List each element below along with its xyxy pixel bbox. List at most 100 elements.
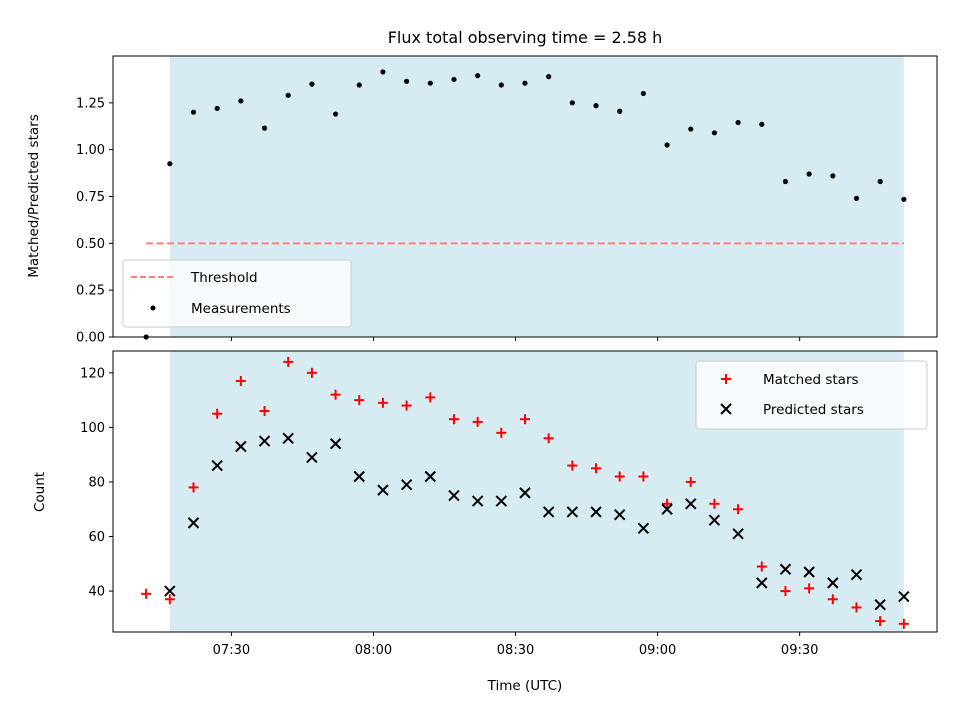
predicted-stars-points: [164, 432, 910, 611]
bottom-y-ticks: 40 60 80 100 120: [80, 366, 113, 600]
measurement-point: [522, 80, 528, 86]
matched-star-point: [638, 471, 649, 482]
predicted-star-point-b: [661, 503, 673, 515]
measurement-point: [806, 171, 812, 177]
matched-star-point: [543, 433, 554, 444]
top-measurement-points: [143, 69, 907, 340]
predicted-star-point-b: [590, 506, 602, 518]
top-legend-box: [122, 259, 352, 328]
measurement-point: [688, 126, 694, 132]
predicted-star-point: [803, 566, 815, 578]
measurement-point: [617, 108, 623, 114]
predicted-star-point-b: [779, 563, 792, 575]
measurement-point: [475, 73, 481, 79]
measurement-point: [427, 80, 433, 86]
legend-matched-label: Matched stars: [763, 372, 859, 388]
matched-star-point: [685, 476, 696, 487]
bottom-y-tick-label: 100: [80, 421, 105, 436]
predicted-star-point-b: [471, 495, 484, 507]
measurement-point: [640, 90, 646, 97]
matched-star-point: [709, 498, 720, 509]
legend-measurements-label: Measurements: [191, 301, 291, 317]
top-panel: 0.00 0.25 0.50 0.75 1.00 1.25 Matched/Predict…: [26, 55, 938, 346]
matched-star-point: [756, 561, 767, 572]
predicted-star-point: [898, 590, 910, 603]
legend-measurements-swatch: [150, 305, 156, 311]
bottom-x-tick-label: 08:00: [355, 643, 392, 658]
measurement-point: [546, 74, 552, 80]
matched-star-point: [780, 586, 791, 597]
predicted-star-point-b: [850, 569, 863, 581]
bottom-legend-box: [695, 360, 928, 430]
predicted-star-point-b: [614, 508, 626, 521]
predicted-star-point-b: [424, 470, 436, 483]
matched-star-point: [401, 400, 412, 411]
predicted-star-point-b: [329, 438, 342, 450]
predicted-star-point-b: [542, 506, 555, 518]
top-y-tick-label: 0.00: [76, 331, 105, 346]
predicted-star-point-b: [803, 566, 815, 578]
predicted-star-point-b: [898, 590, 910, 603]
measurement-point: [285, 92, 291, 98]
measurement-point: [380, 69, 386, 75]
predicted-star-point: [542, 506, 555, 518]
predicted-star-point: [685, 498, 697, 510]
predicted-star-point-b: [637, 522, 650, 535]
predicted-star-point: [850, 569, 863, 581]
measurement-point: [167, 161, 173, 167]
predicted-star-point: [779, 563, 792, 575]
predicted-star-point-b: [258, 435, 271, 447]
legend-matched-swatch: [721, 374, 731, 384]
matched-star-point: [259, 406, 270, 417]
predicted-star-point-b: [827, 577, 839, 589]
predicted-star-point: [519, 487, 531, 499]
predicted-star-point-b: [448, 489, 460, 502]
matched-star-point: [591, 463, 602, 474]
predicted-star-point-b: [282, 432, 294, 445]
top-y-tick-label: 1.00: [76, 143, 105, 158]
top-y-axis-label: Matched/Predicted stars: [26, 114, 42, 277]
matched-star-point: [898, 618, 909, 629]
predicted-star-point: [282, 432, 294, 445]
predicted-star-point: [377, 484, 389, 496]
predicted-star-point-b: [732, 528, 744, 540]
predicted-star-point: [827, 577, 839, 589]
predicted-star-point-b: [353, 470, 365, 483]
bottom-legend: Matched stars Predicted stars: [695, 360, 928, 430]
legend-predicted-label: Predicted stars: [763, 402, 864, 418]
measurement-point: [593, 103, 599, 109]
matched-star-point: [330, 389, 341, 400]
matched-star-point: [354, 395, 365, 406]
predicted-star-point: [566, 506, 579, 518]
bottom-x-tick-label: 07:30: [213, 643, 250, 658]
chart-title: Flux total observing time = 2.58 h: [388, 28, 663, 47]
predicted-star-point-b: [756, 577, 768, 589]
measurement-point: [735, 119, 741, 126]
matched-star-point: [851, 602, 862, 613]
predicted-star-point: [400, 478, 413, 491]
predicted-star-point: [448, 489, 460, 502]
predicted-star-point: [874, 599, 886, 611]
measurement-point: [356, 82, 362, 88]
matched-star-point: [496, 427, 507, 438]
measurement-point: [901, 196, 907, 202]
predicted-star-point-b: [400, 478, 413, 491]
predicted-star-point-b: [187, 517, 200, 529]
predicted-star-point-b: [235, 440, 247, 453]
predicted-star-point: [614, 508, 626, 521]
matched-star-point: [306, 367, 317, 378]
measurement-point: [853, 195, 860, 201]
matched-star-point: [875, 616, 886, 627]
measurement-point: [238, 98, 244, 104]
matched-star-point: [283, 356, 294, 367]
top-y-ticks: 0.00 0.25 0.50 0.75 1.00 1.25: [76, 96, 113, 346]
predicted-star-point: [235, 440, 247, 453]
measurement-point: [711, 130, 718, 136]
predicted-star-point: [258, 435, 271, 447]
matched-star-point: [188, 482, 199, 493]
top-y-tick-label: 0.25: [76, 284, 105, 299]
bottom-y-axis-label: Count: [32, 472, 48, 512]
predicted-star-point: [164, 585, 176, 597]
measurement-point: [332, 111, 339, 117]
